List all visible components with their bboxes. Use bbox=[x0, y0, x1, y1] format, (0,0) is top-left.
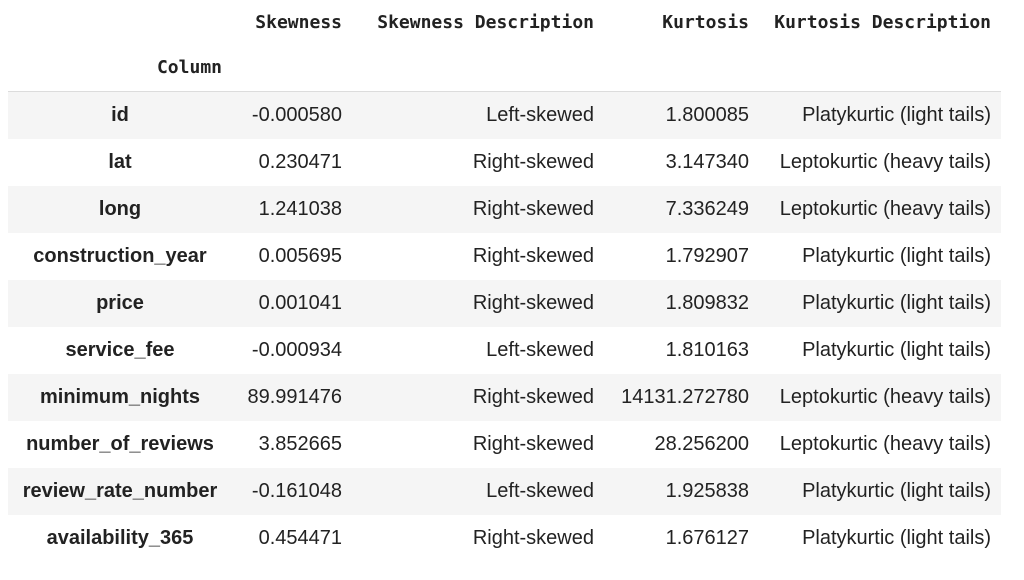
table-row: price 0.001041 Right-skewed 1.809832 Pla… bbox=[8, 279, 1001, 327]
row-label: long bbox=[98, 197, 142, 220]
skewness-cell: 0.001041 bbox=[258, 291, 342, 314]
kurtosis-cell: 3.147340 bbox=[665, 150, 749, 173]
skewness-description-cell: Right-skewed bbox=[472, 432, 594, 455]
skewness-cell: 0.454471 bbox=[258, 526, 342, 549]
header-kurtosis: Kurtosis bbox=[662, 11, 749, 33]
kurtosis-cell: 1.800085 bbox=[665, 103, 749, 126]
kurtosis-cell: 1.809832 bbox=[665, 291, 749, 314]
skewness-cell: 89.991476 bbox=[247, 385, 342, 408]
header-skewness: Skewness bbox=[255, 11, 342, 33]
index-name: Column bbox=[156, 57, 222, 78]
skewness-cell: -0.161048 bbox=[251, 479, 342, 502]
kurtosis-cell: 1.925838 bbox=[665, 479, 749, 502]
header-blank bbox=[8, 0, 232, 44]
table-row: review_rate_number -0.161048 Left-skewed… bbox=[8, 467, 1001, 515]
skewness-description-cell: Right-skewed bbox=[472, 385, 594, 408]
kurtosis-description-cell: Leptokurtic (heavy tails) bbox=[779, 385, 991, 408]
kurtosis-cell: 1.676127 bbox=[665, 526, 749, 549]
kurtosis-description-cell: Leptokurtic (heavy tails) bbox=[779, 197, 991, 220]
kurtosis-cell: 7.336249 bbox=[665, 197, 749, 220]
kurtosis-description-cell: Platykurtic (light tails) bbox=[802, 479, 991, 502]
skewness-cell: -0.000934 bbox=[251, 338, 342, 361]
table-row: number_of_reviews 3.852665 Right-skewed … bbox=[8, 420, 1001, 468]
column-header-row: Skewness Skewness Description Kurtosis K… bbox=[8, 0, 1001, 44]
kurtosis-description-cell: Platykurtic (light tails) bbox=[802, 244, 991, 267]
skewness-cell: 0.230471 bbox=[258, 150, 342, 173]
skewness-cell: -0.000580 bbox=[251, 103, 342, 126]
kurtosis-description-cell: Platykurtic (light tails) bbox=[802, 291, 991, 314]
index-header-row: Column bbox=[8, 44, 1001, 92]
header-kurtosis-description: Kurtosis Description bbox=[774, 11, 991, 33]
skewness-cell: 3.852665 bbox=[258, 432, 342, 455]
skewness-description-cell: Right-skewed bbox=[472, 526, 594, 549]
kurtosis-cell: 28.256200 bbox=[654, 432, 749, 455]
table-row: id -0.000580 Left-skewed 1.800085 Platyk… bbox=[8, 91, 1001, 139]
skewness-description-cell: Left-skewed bbox=[486, 103, 594, 126]
table-header: Skewness Skewness Description Kurtosis K… bbox=[8, 0, 1001, 92]
skewness-description-cell: Right-skewed bbox=[472, 244, 594, 267]
row-label: construction_year bbox=[33, 244, 207, 267]
table-row: lat 0.230471 Right-skewed 3.147340 Lepto… bbox=[8, 138, 1001, 186]
row-label: availability_365 bbox=[46, 526, 194, 549]
row-label: minimum_nights bbox=[39, 385, 200, 408]
row-label: id bbox=[111, 103, 129, 126]
row-label: review_rate_number bbox=[22, 479, 218, 502]
table-row: construction_year 0.005695 Right-skewed … bbox=[8, 232, 1001, 280]
kurtosis-cell: 14131.272780 bbox=[621, 385, 749, 408]
skewness-description-cell: Right-skewed bbox=[472, 291, 594, 314]
table-row: long 1.241038 Right-skewed 7.336249 Lept… bbox=[8, 185, 1001, 233]
kurtosis-description-cell: Platykurtic (light tails) bbox=[802, 338, 991, 361]
header-skewness-description: Skewness Description bbox=[377, 11, 594, 33]
table-row: availability_365 0.454471 Right-skewed 1… bbox=[8, 514, 1001, 562]
kurtosis-description-cell: Platykurtic (light tails) bbox=[802, 103, 991, 126]
table-row: service_fee -0.000934 Left-skewed 1.8101… bbox=[8, 326, 1001, 374]
skewness-description-cell: Right-skewed bbox=[472, 150, 594, 173]
row-label: service_fee bbox=[65, 338, 175, 361]
skewness-description-cell: Left-skewed bbox=[486, 479, 594, 502]
skewness-cell: 1.241038 bbox=[258, 197, 342, 220]
kurtosis-description-cell: Leptokurtic (heavy tails) bbox=[779, 432, 991, 455]
row-label: number_of_reviews bbox=[26, 432, 214, 455]
skewness-kurtosis-table: Skewness Skewness Description Kurtosis K… bbox=[8, 0, 1001, 562]
row-label: price bbox=[96, 291, 144, 314]
skewness-description-cell: Left-skewed bbox=[486, 338, 594, 361]
kurtosis-cell: 1.792907 bbox=[665, 244, 749, 267]
kurtosis-description-cell: Platykurtic (light tails) bbox=[802, 526, 991, 549]
table-body: id -0.000580 Left-skewed 1.800085 Platyk… bbox=[8, 91, 1001, 562]
kurtosis-cell: 1.810163 bbox=[665, 338, 749, 361]
kurtosis-description-cell: Leptokurtic (heavy tails) bbox=[779, 150, 991, 173]
skewness-cell: 0.005695 bbox=[258, 244, 342, 267]
skewness-description-cell: Right-skewed bbox=[472, 197, 594, 220]
table-row: minimum_nights 89.991476 Right-skewed 14… bbox=[8, 373, 1001, 421]
row-label: lat bbox=[108, 150, 132, 173]
